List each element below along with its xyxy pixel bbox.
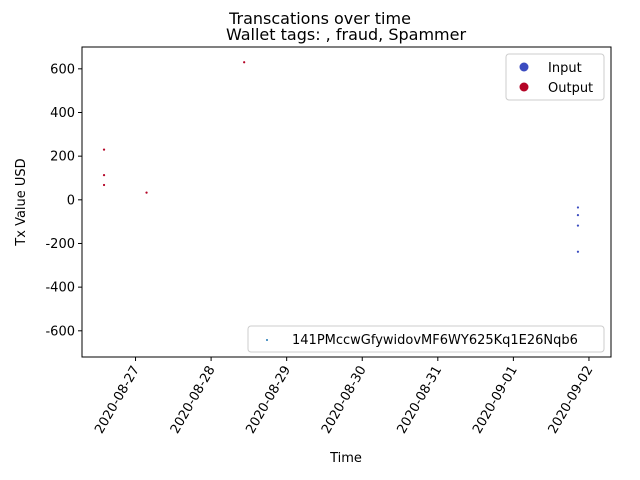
- legend-output-marker: [519, 82, 529, 92]
- data-point-output: [243, 61, 246, 64]
- legend-input-marker: [519, 62, 529, 72]
- y-tick-label: -400: [45, 281, 75, 296]
- plot-marks: [102, 61, 580, 253]
- y-axis-label: Tx Value USD: [14, 158, 29, 246]
- data-point-output: [145, 191, 148, 194]
- x-tick-label: 2020-09-01: [470, 364, 521, 437]
- chart-subtitle: Wallet tags: , fraud, Spammer: [226, 25, 467, 44]
- y-tick-label: 0: [67, 193, 75, 208]
- y-tick-label: 600: [50, 62, 75, 77]
- data-point-input: [576, 224, 580, 227]
- x-tick-label: 2020-08-27: [92, 364, 143, 437]
- data-point-input: [576, 206, 580, 209]
- data-point-output: [102, 148, 106, 151]
- x-axis-label: Time: [329, 451, 362, 466]
- legend-wallet-label: 141PMccwGfywidovMF6WY625Kq1E26Nqb6: [292, 333, 578, 348]
- x-tick-label: 2020-08-29: [243, 364, 294, 437]
- y-tick-label: -600: [45, 324, 75, 339]
- x-tick-label: 2020-09-02: [546, 364, 597, 437]
- legend-wallet-box: [247, 325, 605, 353]
- legend-types-box: [505, 53, 605, 101]
- x-axis-ticks: 2020-08-27 2020-08-28 2020-08-29 2020-08-30…: [92, 357, 596, 436]
- data-point-input: [576, 213, 580, 217]
- legend-types: Input Output: [505, 53, 605, 101]
- data-point-input: [576, 250, 580, 253]
- legend-input-label: Input: [548, 61, 582, 76]
- y-tick-label: 400: [50, 106, 75, 121]
- x-tick-label: 2020-08-28: [168, 364, 219, 437]
- x-tick-label: 2020-08-30: [319, 364, 370, 437]
- legend-output-label: Output: [548, 81, 593, 96]
- x-tick-label: 2020-08-31: [395, 364, 446, 437]
- data-point-output: [102, 183, 106, 187]
- y-tick-label: 200: [50, 150, 75, 165]
- chart-title: Transcations over time: [228, 9, 411, 28]
- y-axis-ticks: 600 400 200 0 -200 -400 -600: [45, 62, 82, 339]
- plot-frame: [81, 46, 612, 358]
- legend-wallet: 141PMccwGfywidovMF6WY625Kq1E26Nqb6: [247, 325, 605, 353]
- y-tick-label: -200: [45, 237, 75, 252]
- legend-wallet-marker: [266, 339, 268, 341]
- data-point-output: [102, 174, 106, 177]
